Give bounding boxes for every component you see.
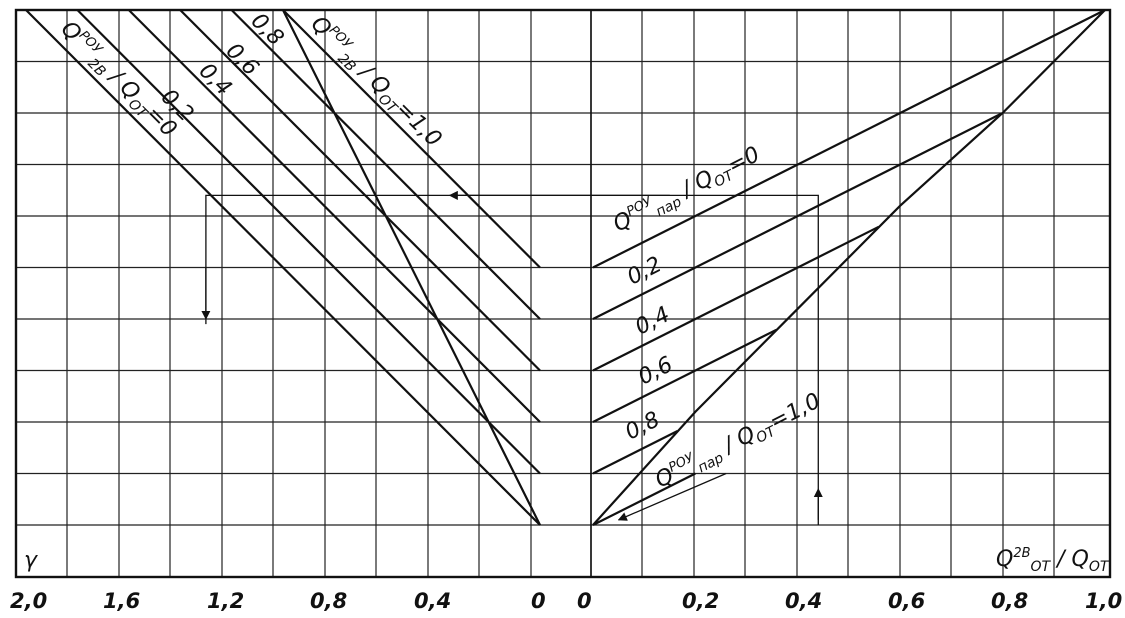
right-series-line-2 [592,225,880,372]
right-series-label-3: 0,6 [634,352,677,390]
tick-labels: 2,0 1,6 1,2 0,8 0,4 0 0 0,2 0,4 0,6 0,8 1,0 [10,589,1122,613]
left-series-line-5 [282,9,541,269]
right-x-tick-3: 0,6 [888,589,925,613]
right-series-line-0 [592,9,1106,269]
right-series-title: QРОУпар / QОТ=0 [609,141,765,240]
left-series-title: QРОУ2В / QОТ=0 [54,16,182,144]
right-series-label-4: 0,8 [621,407,664,445]
right-x-tick-0: 0 [577,589,592,613]
right-series-line-3 [592,328,777,423]
left-series-line-3 [179,9,541,372]
left-x-tick-2: 1,2 [207,589,244,613]
left-series-line-0 [25,9,541,526]
left-x-tick-4: 0,4 [414,589,451,613]
left-envelope-line [282,9,541,526]
guide-arrow-diagonal [617,472,727,521]
right-x-tick-4: 0,8 [991,589,1028,613]
left-x-tick-1: 1,6 [103,589,140,613]
left-x-tick-5: 0 [531,589,546,613]
right-x-tick-2: 0,4 [785,589,822,613]
right-envelope-line [592,9,1106,526]
left-series-line-1 [76,9,541,475]
left-series-label-4: 0,8 [246,9,288,51]
left-series-line-4 [230,9,541,320]
right-series-label-2: 0,4 [631,302,674,340]
right-x-tick-5: 1,0 [1085,589,1122,613]
guide-path [205,194,819,525]
left-x-tick-3: 0,8 [310,589,347,613]
guide-arrows [201,190,823,525]
x-axis-label: Q2ВОТ / QОТ [996,546,1110,575]
right-series-line-1 [592,112,1003,320]
plot-frame [14,8,1112,579]
right-x-axis-label: Q2ВОТ / QОТ [996,546,1110,575]
left-series-line-2 [128,9,541,423]
right-series-line-5 [592,472,696,526]
right-x-tick-1: 0,2 [682,589,719,613]
series-lines [25,9,1106,526]
left-x-tick-0: 2,0 [10,589,47,613]
right-series-title-end: QРОУпар / QОТ=1,0 [651,388,826,496]
corner-label: γ [24,548,38,573]
right-series-line-4 [592,430,678,475]
